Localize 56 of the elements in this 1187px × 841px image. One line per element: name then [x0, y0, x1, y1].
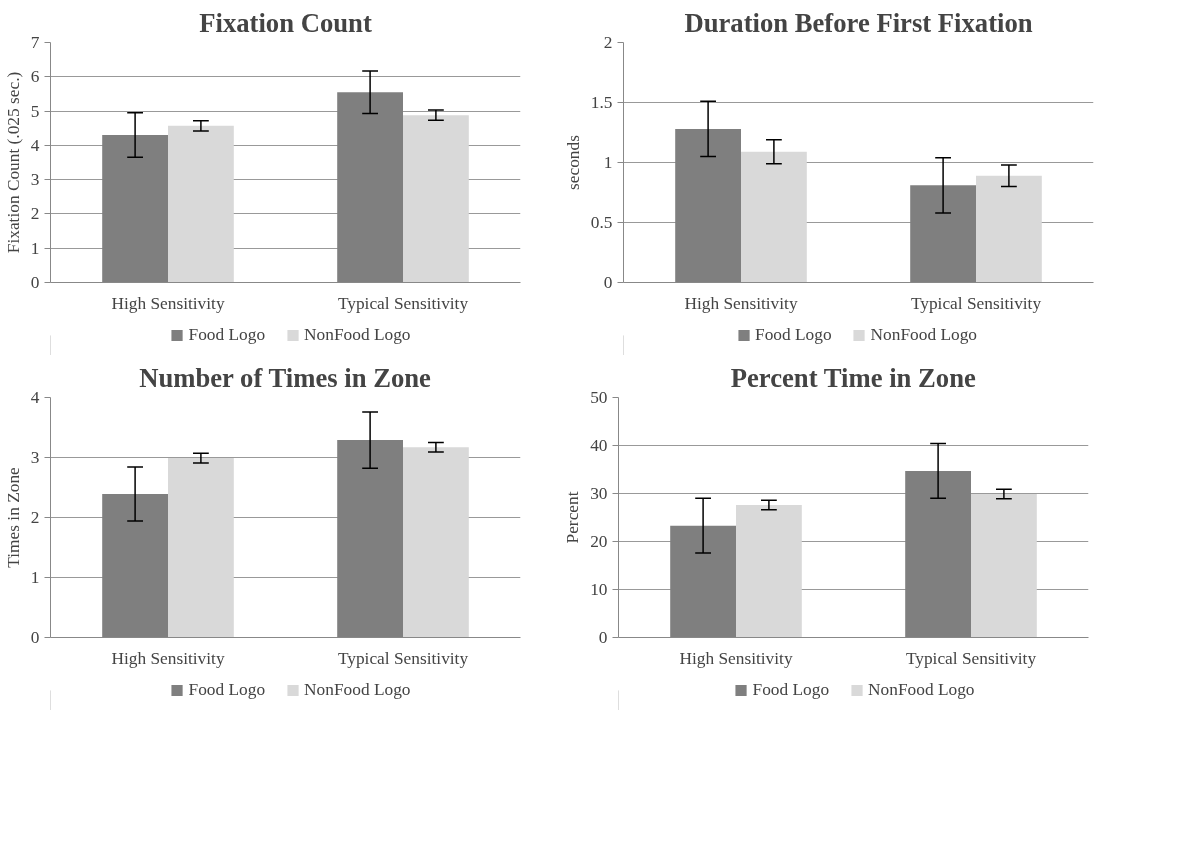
x-tick-label: High Sensitivity — [111, 648, 225, 668]
bar — [168, 125, 234, 283]
chart-title: Percent Time in Zone — [730, 362, 976, 393]
y-tick-label: 0 — [30, 628, 40, 647]
y-tick-label: 1 — [30, 238, 40, 258]
legend-label: NonFood Logo — [304, 325, 411, 345]
bar — [736, 505, 802, 638]
y-tick-label: 20 — [590, 532, 608, 551]
y-tick-label: 10 — [590, 580, 608, 599]
y-axis-title: Times in Zone — [3, 466, 23, 568]
y-tick-label: 2 — [30, 508, 40, 527]
y-tick-label: 0 — [30, 273, 40, 292]
y-axis-title: Percent — [563, 491, 583, 544]
y-tick-label: 0 — [603, 273, 613, 292]
y-tick-label: 1 — [603, 153, 613, 172]
x-tick-label: High Sensitivity — [679, 648, 793, 668]
y-tick-label: 6 — [30, 67, 40, 87]
chart-title: Fixation Count — [199, 7, 372, 38]
legend-label: Food Logo — [755, 325, 832, 345]
y-tick-label: 1.5 — [590, 93, 613, 112]
y-tick-label: 7 — [30, 33, 40, 52]
bar — [976, 175, 1042, 283]
x-tick-label: Typical Sensitivity — [910, 293, 1042, 313]
bar — [168, 458, 234, 638]
legend-label: Food Logo — [188, 680, 266, 700]
y-tick-label: 2 — [603, 33, 613, 52]
y-tick-label: 3 — [30, 170, 40, 190]
bar — [971, 493, 1037, 638]
y-tick-label: 0.5 — [590, 213, 613, 232]
x-tick-label: High Sensitivity — [684, 293, 798, 313]
y-tick-label: 40 — [590, 436, 608, 455]
legend-label: Food Logo — [752, 680, 830, 700]
y-tick-label: 5 — [30, 101, 40, 121]
x-tick-label: Typical Sensitivity — [337, 293, 469, 313]
bar — [403, 115, 469, 283]
y-axis-title: seconds — [563, 134, 583, 190]
y-tick-label: 3 — [30, 448, 40, 467]
legend-label: Food Logo — [188, 325, 266, 345]
y-tick-label: 4 — [30, 135, 40, 155]
y-axis-title: Fixation Count (.025 sec.) — [3, 71, 23, 254]
chart-title: Number of Times in Zone — [139, 362, 432, 393]
chart-title: Duration Before First Fixation — [684, 7, 1033, 38]
legend-label: NonFood Logo — [868, 680, 975, 700]
y-tick-label: 2 — [30, 204, 40, 224]
bar — [741, 151, 807, 283]
x-tick-label: High Sensitivity — [111, 293, 225, 313]
x-tick-label: Typical Sensitivity — [337, 648, 469, 668]
legend-label: NonFood Logo — [870, 325, 977, 345]
y-tick-label: 30 — [590, 484, 608, 503]
bar — [403, 447, 469, 638]
y-tick-label: 1 — [30, 568, 40, 587]
y-tick-label: 4 — [30, 388, 40, 407]
x-tick-label: Typical Sensitivity — [905, 648, 1037, 668]
legend-label: NonFood Logo — [304, 680, 411, 700]
y-tick-label: 0 — [598, 628, 608, 647]
y-tick-label: 50 — [590, 388, 608, 407]
